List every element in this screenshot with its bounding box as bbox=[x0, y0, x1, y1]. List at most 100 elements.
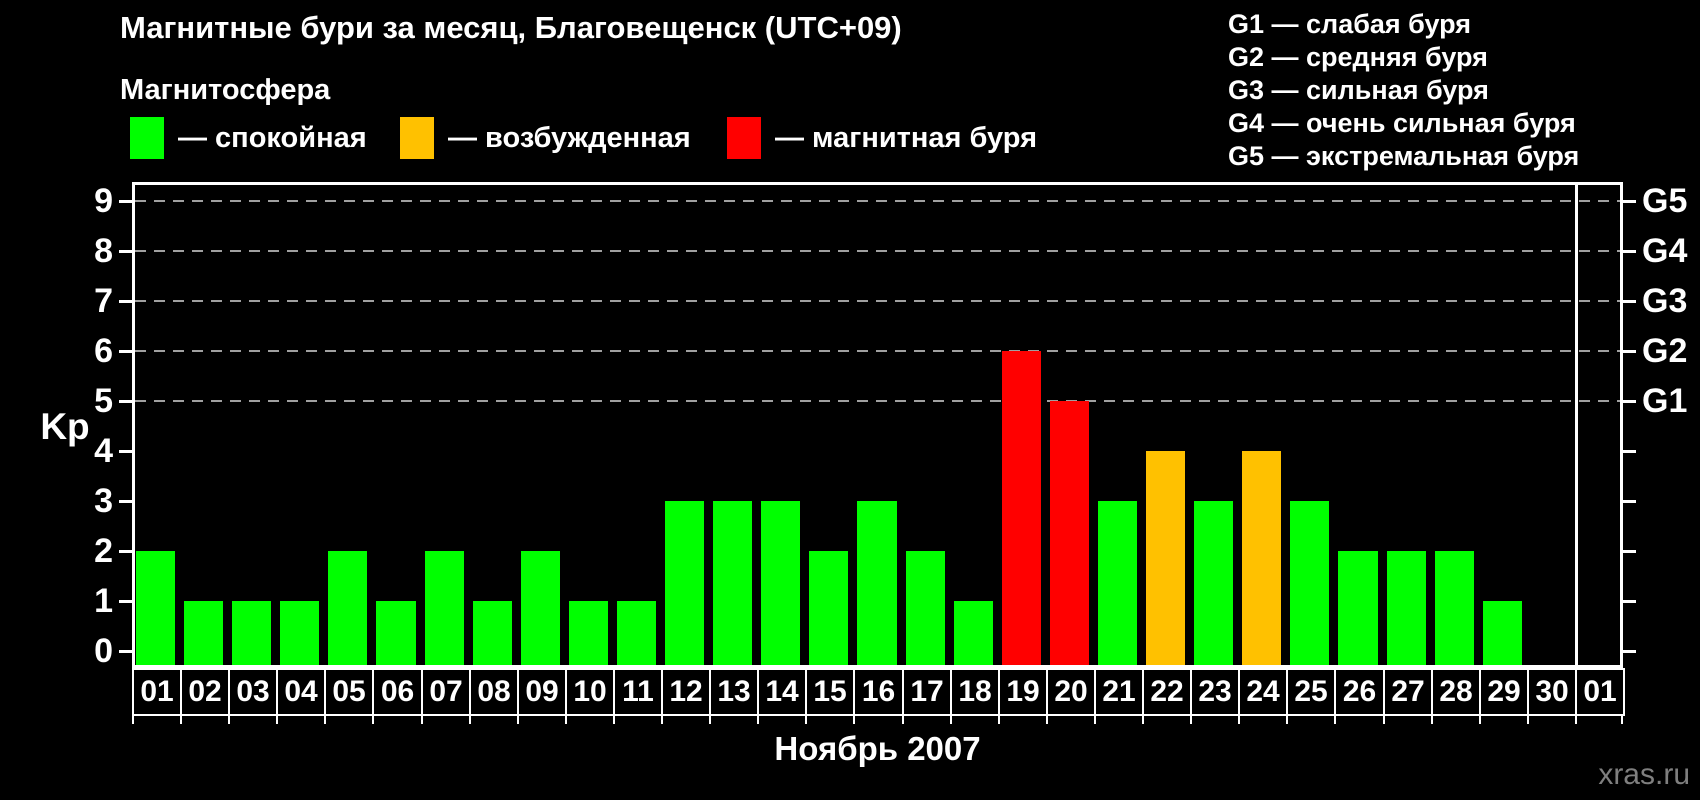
x-tick-26 bbox=[1383, 715, 1385, 724]
y-axis-label-8: 8 bbox=[94, 232, 113, 270]
y-tick-left-0 bbox=[119, 650, 132, 653]
x-tick-24 bbox=[1286, 715, 1288, 724]
day-label-21: 21 bbox=[1094, 668, 1144, 716]
x-tick-15 bbox=[853, 715, 855, 724]
legend-item-label: — магнитная буря bbox=[775, 121, 1038, 154]
day-label-24: 24 bbox=[1238, 668, 1288, 716]
day-label-17: 17 bbox=[902, 668, 952, 716]
legend-item-label: — возбужденная bbox=[448, 121, 691, 154]
day-label-30: 30 bbox=[1527, 668, 1577, 716]
day-label-08: 08 bbox=[469, 668, 519, 716]
day-label-18: 18 bbox=[950, 668, 1000, 716]
y-tick-right-8 bbox=[1623, 250, 1636, 253]
day-label-05: 05 bbox=[324, 668, 374, 716]
y-tick-left-4 bbox=[119, 450, 132, 453]
day-label-20: 20 bbox=[1046, 668, 1096, 716]
x-tick-28 bbox=[1479, 715, 1481, 724]
y-axis-label-1: 1 bbox=[94, 582, 113, 620]
g-legend-line-1: G1 — слабая буря bbox=[1228, 9, 1472, 39]
y-tick-right-9 bbox=[1623, 200, 1636, 203]
y-tick-left-5 bbox=[119, 400, 132, 403]
day-label-14: 14 bbox=[757, 668, 807, 716]
x-tick-4 bbox=[324, 715, 326, 724]
day-label-12: 12 bbox=[661, 668, 711, 716]
x-tick-12 bbox=[709, 715, 711, 724]
day-label-02: 02 bbox=[180, 668, 230, 716]
y-tick-right-1 bbox=[1623, 600, 1636, 603]
g-axis-label-G2: G2 bbox=[1642, 332, 1688, 370]
day-label-03: 03 bbox=[228, 668, 278, 716]
y-tick-right-0 bbox=[1623, 650, 1636, 653]
y-tick-left-9 bbox=[119, 200, 132, 203]
x-tick-2 bbox=[228, 715, 230, 724]
x-tick-16 bbox=[902, 715, 904, 724]
g-axis-label-G4: G4 bbox=[1642, 232, 1688, 270]
x-tick-3 bbox=[276, 715, 278, 724]
legend-item-label: — спокойная bbox=[178, 121, 367, 154]
x-tick-21 bbox=[1142, 715, 1144, 724]
x-tick-20 bbox=[1094, 715, 1096, 724]
g-axis-label-G3: G3 bbox=[1642, 282, 1688, 320]
y-axis-label-9: 9 bbox=[94, 182, 113, 220]
g-legend-line-2: G2 — средняя буря bbox=[1228, 42, 1488, 72]
y-axis-title: Kp bbox=[40, 406, 90, 447]
day-label-10: 10 bbox=[565, 668, 615, 716]
y-axis-label-3: 3 bbox=[94, 482, 113, 520]
x-tick-7 bbox=[469, 715, 471, 724]
watermark: xras.ru bbox=[1598, 758, 1690, 791]
g-legend-line-3: G3 — сильная буря bbox=[1228, 75, 1489, 105]
x-tick-22 bbox=[1190, 715, 1192, 724]
x-tick-17 bbox=[950, 715, 952, 724]
day-label-01: 01 bbox=[132, 668, 182, 716]
g-legend-line-5: G5 — экстремальная буря bbox=[1228, 141, 1580, 171]
y-tick-right-5 bbox=[1623, 400, 1636, 403]
y-tick-left-8 bbox=[119, 250, 132, 253]
y-axis-label-0: 0 bbox=[94, 632, 113, 670]
x-tick-13 bbox=[757, 715, 759, 724]
day-label-23: 23 bbox=[1190, 668, 1240, 716]
x-tick-27 bbox=[1431, 715, 1433, 724]
day-label-15: 15 bbox=[805, 668, 855, 716]
day-label-next-01: 01 bbox=[1575, 668, 1625, 716]
y-axis-label-6: 6 bbox=[94, 332, 113, 370]
day-label-07: 07 bbox=[421, 668, 471, 716]
y-tick-left-2 bbox=[119, 550, 132, 553]
day-label-04: 04 bbox=[276, 668, 326, 716]
quiet-color-swatch bbox=[130, 117, 164, 159]
y-tick-right-4 bbox=[1623, 450, 1636, 453]
magnetosphere-legend-heading: Магнитосфера bbox=[120, 74, 331, 106]
y-axis-label-2: 2 bbox=[94, 532, 113, 570]
x-tick-31 bbox=[1621, 715, 1623, 724]
x-tick-5 bbox=[372, 715, 374, 724]
day-label-11: 11 bbox=[613, 668, 663, 716]
day-label-06: 06 bbox=[372, 668, 423, 716]
g-axis-label-G5: G5 bbox=[1642, 182, 1688, 220]
x-tick-10 bbox=[613, 715, 615, 724]
g-scale-legend: G1 — слабая буря G2 — средняя буря G3 — си… bbox=[1228, 8, 1579, 173]
x-axis-title: Ноябрь 2007 bbox=[774, 730, 981, 767]
y-tick-left-1 bbox=[119, 600, 132, 603]
x-tick-23 bbox=[1238, 715, 1240, 724]
x-tick-11 bbox=[661, 715, 663, 724]
y-tick-right-3 bbox=[1623, 500, 1636, 503]
day-label-27: 27 bbox=[1383, 668, 1433, 716]
x-tick-0 bbox=[132, 715, 134, 724]
y-axis-label-7: 7 bbox=[94, 282, 113, 320]
day-label-28: 28 bbox=[1431, 668, 1481, 716]
plot-area bbox=[132, 182, 1623, 668]
x-tick-1 bbox=[180, 715, 182, 724]
g-axis-label-G1: G1 bbox=[1642, 382, 1688, 420]
g-legend-line-4: G4 — очень сильная буря bbox=[1228, 108, 1576, 138]
x-tick-25 bbox=[1334, 715, 1336, 724]
x-tick-6 bbox=[421, 715, 423, 724]
x-tick-9 bbox=[565, 715, 567, 724]
day-label-19: 19 bbox=[998, 668, 1048, 716]
day-label-25: 25 bbox=[1286, 668, 1336, 716]
x-tick-8 bbox=[517, 715, 519, 724]
storm-color-swatch bbox=[727, 117, 761, 159]
day-label-13: 13 bbox=[709, 668, 759, 716]
legend-item-storm: — магнитная буря bbox=[727, 117, 1037, 159]
y-tick-right-6 bbox=[1623, 350, 1636, 353]
x-tick-14 bbox=[805, 715, 807, 724]
